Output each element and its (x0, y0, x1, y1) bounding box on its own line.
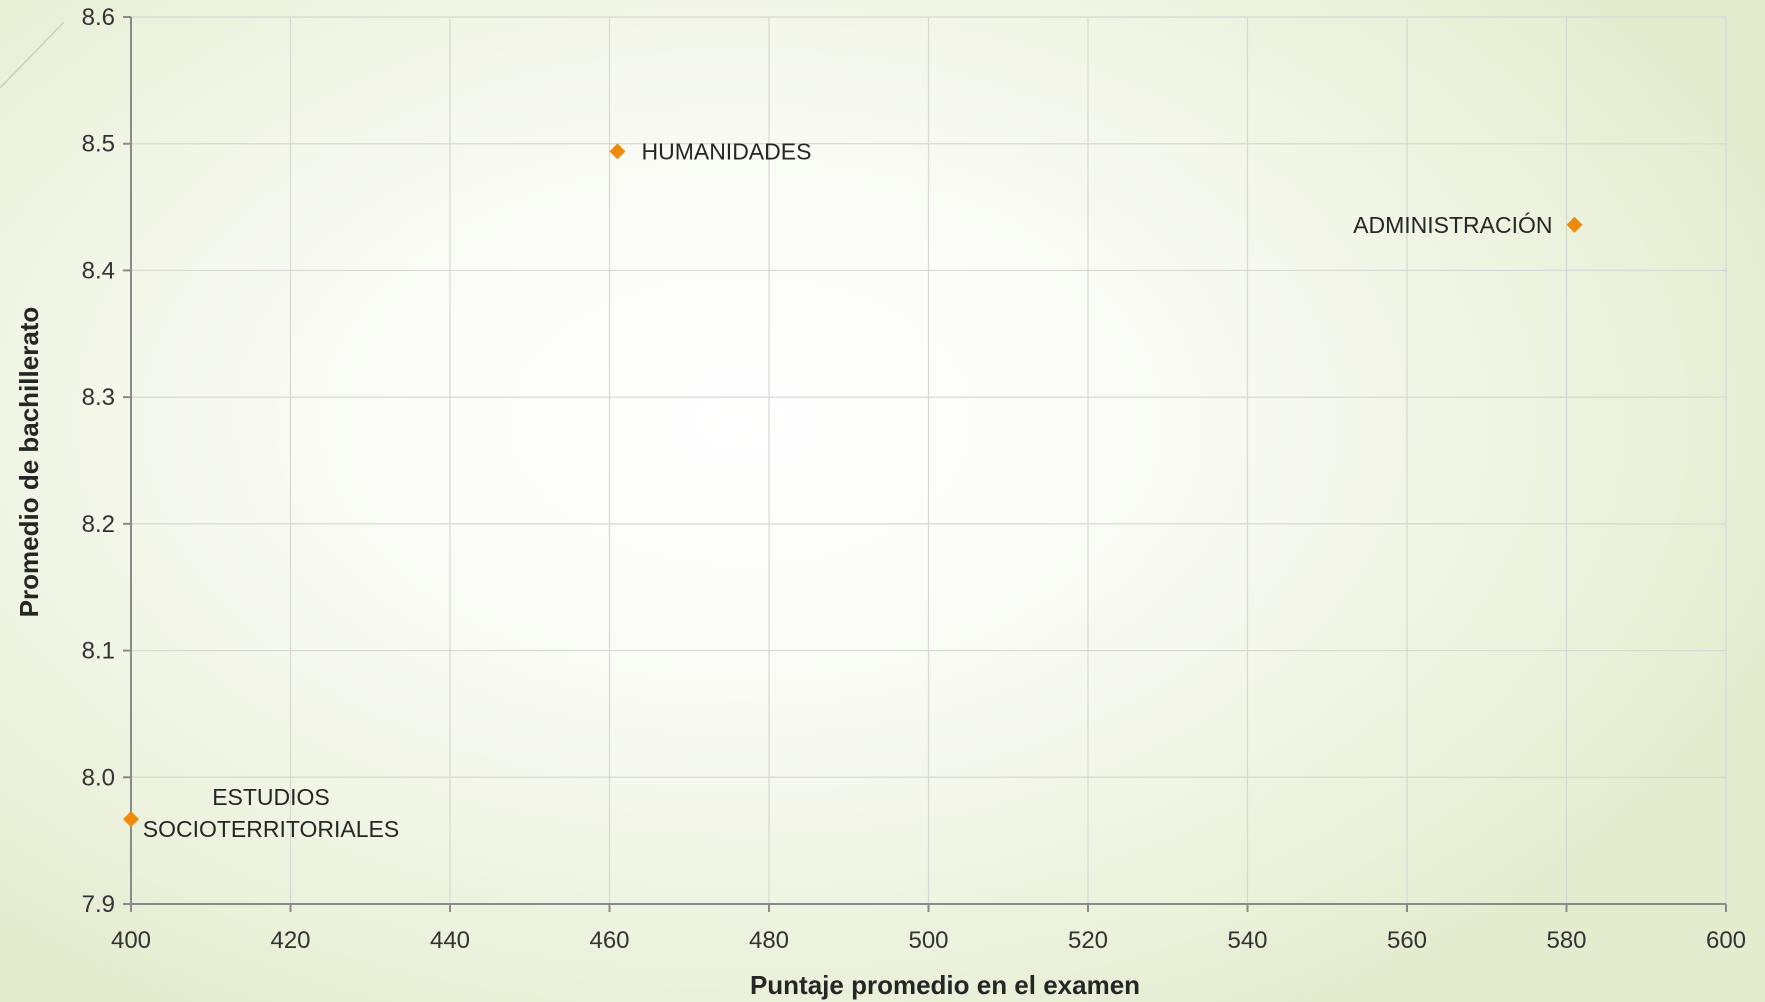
x-tick-label: 480 (749, 927, 789, 954)
data-point-label: HUMANIDADES (641, 138, 811, 164)
x-tick-label: 440 (430, 927, 470, 954)
x-tick-labels: 400 420 440 460 480 500 520 540 560 580 600 (111, 927, 1746, 954)
x-tick-label: 540 (1227, 927, 1267, 954)
data-point-label: ADMINISTRACIÓN (1353, 212, 1552, 238)
data-point-label: ESTUDIOS (212, 784, 330, 810)
y-tick-label: 7.9 (82, 891, 115, 918)
x-tick-label: 560 (1387, 927, 1427, 954)
axes (123, 16, 1727, 912)
x-tick-label: 420 (270, 927, 310, 954)
data-point-label: SOCIOTERRITORIALES (143, 816, 399, 842)
x-tick-label: 460 (589, 927, 629, 954)
y-tick-label: 8.2 (82, 511, 115, 538)
grid-lines (131, 16, 1727, 904)
data-points (123, 143, 1583, 828)
y-tick-label: 8.1 (82, 638, 115, 665)
y-tick-label: 8.4 (82, 257, 115, 284)
y-tick-labels: 7.9 8.0 8.1 8.2 8.3 8.4 8.5 8.6 (82, 4, 115, 918)
y-tick-label: 8.3 (82, 384, 115, 411)
y-tick-label: 8.0 (82, 764, 115, 791)
corner-decoration (0, 21, 65, 89)
data-point-marker (123, 811, 139, 828)
x-tick-label: 580 (1546, 927, 1586, 954)
x-tick-label: 600 (1706, 927, 1746, 954)
x-tick-label: 400 (111, 927, 151, 954)
data-labels: HUMANIDADES ADMINISTRACIÓN ESTUDIOS SOCIOTE… (143, 138, 1553, 842)
x-axis-title: Puntaje promedio en el examen (750, 970, 1140, 1000)
y-axis-title: Promedio de bachillerato (14, 307, 44, 618)
data-point-marker (609, 143, 626, 160)
x-tick-label: 500 (908, 927, 948, 954)
data-point-marker (1566, 216, 1583, 233)
y-tick-label: 8.6 (82, 4, 115, 31)
y-tick-label: 8.5 (82, 131, 115, 158)
x-tick-label: 520 (1068, 927, 1108, 954)
